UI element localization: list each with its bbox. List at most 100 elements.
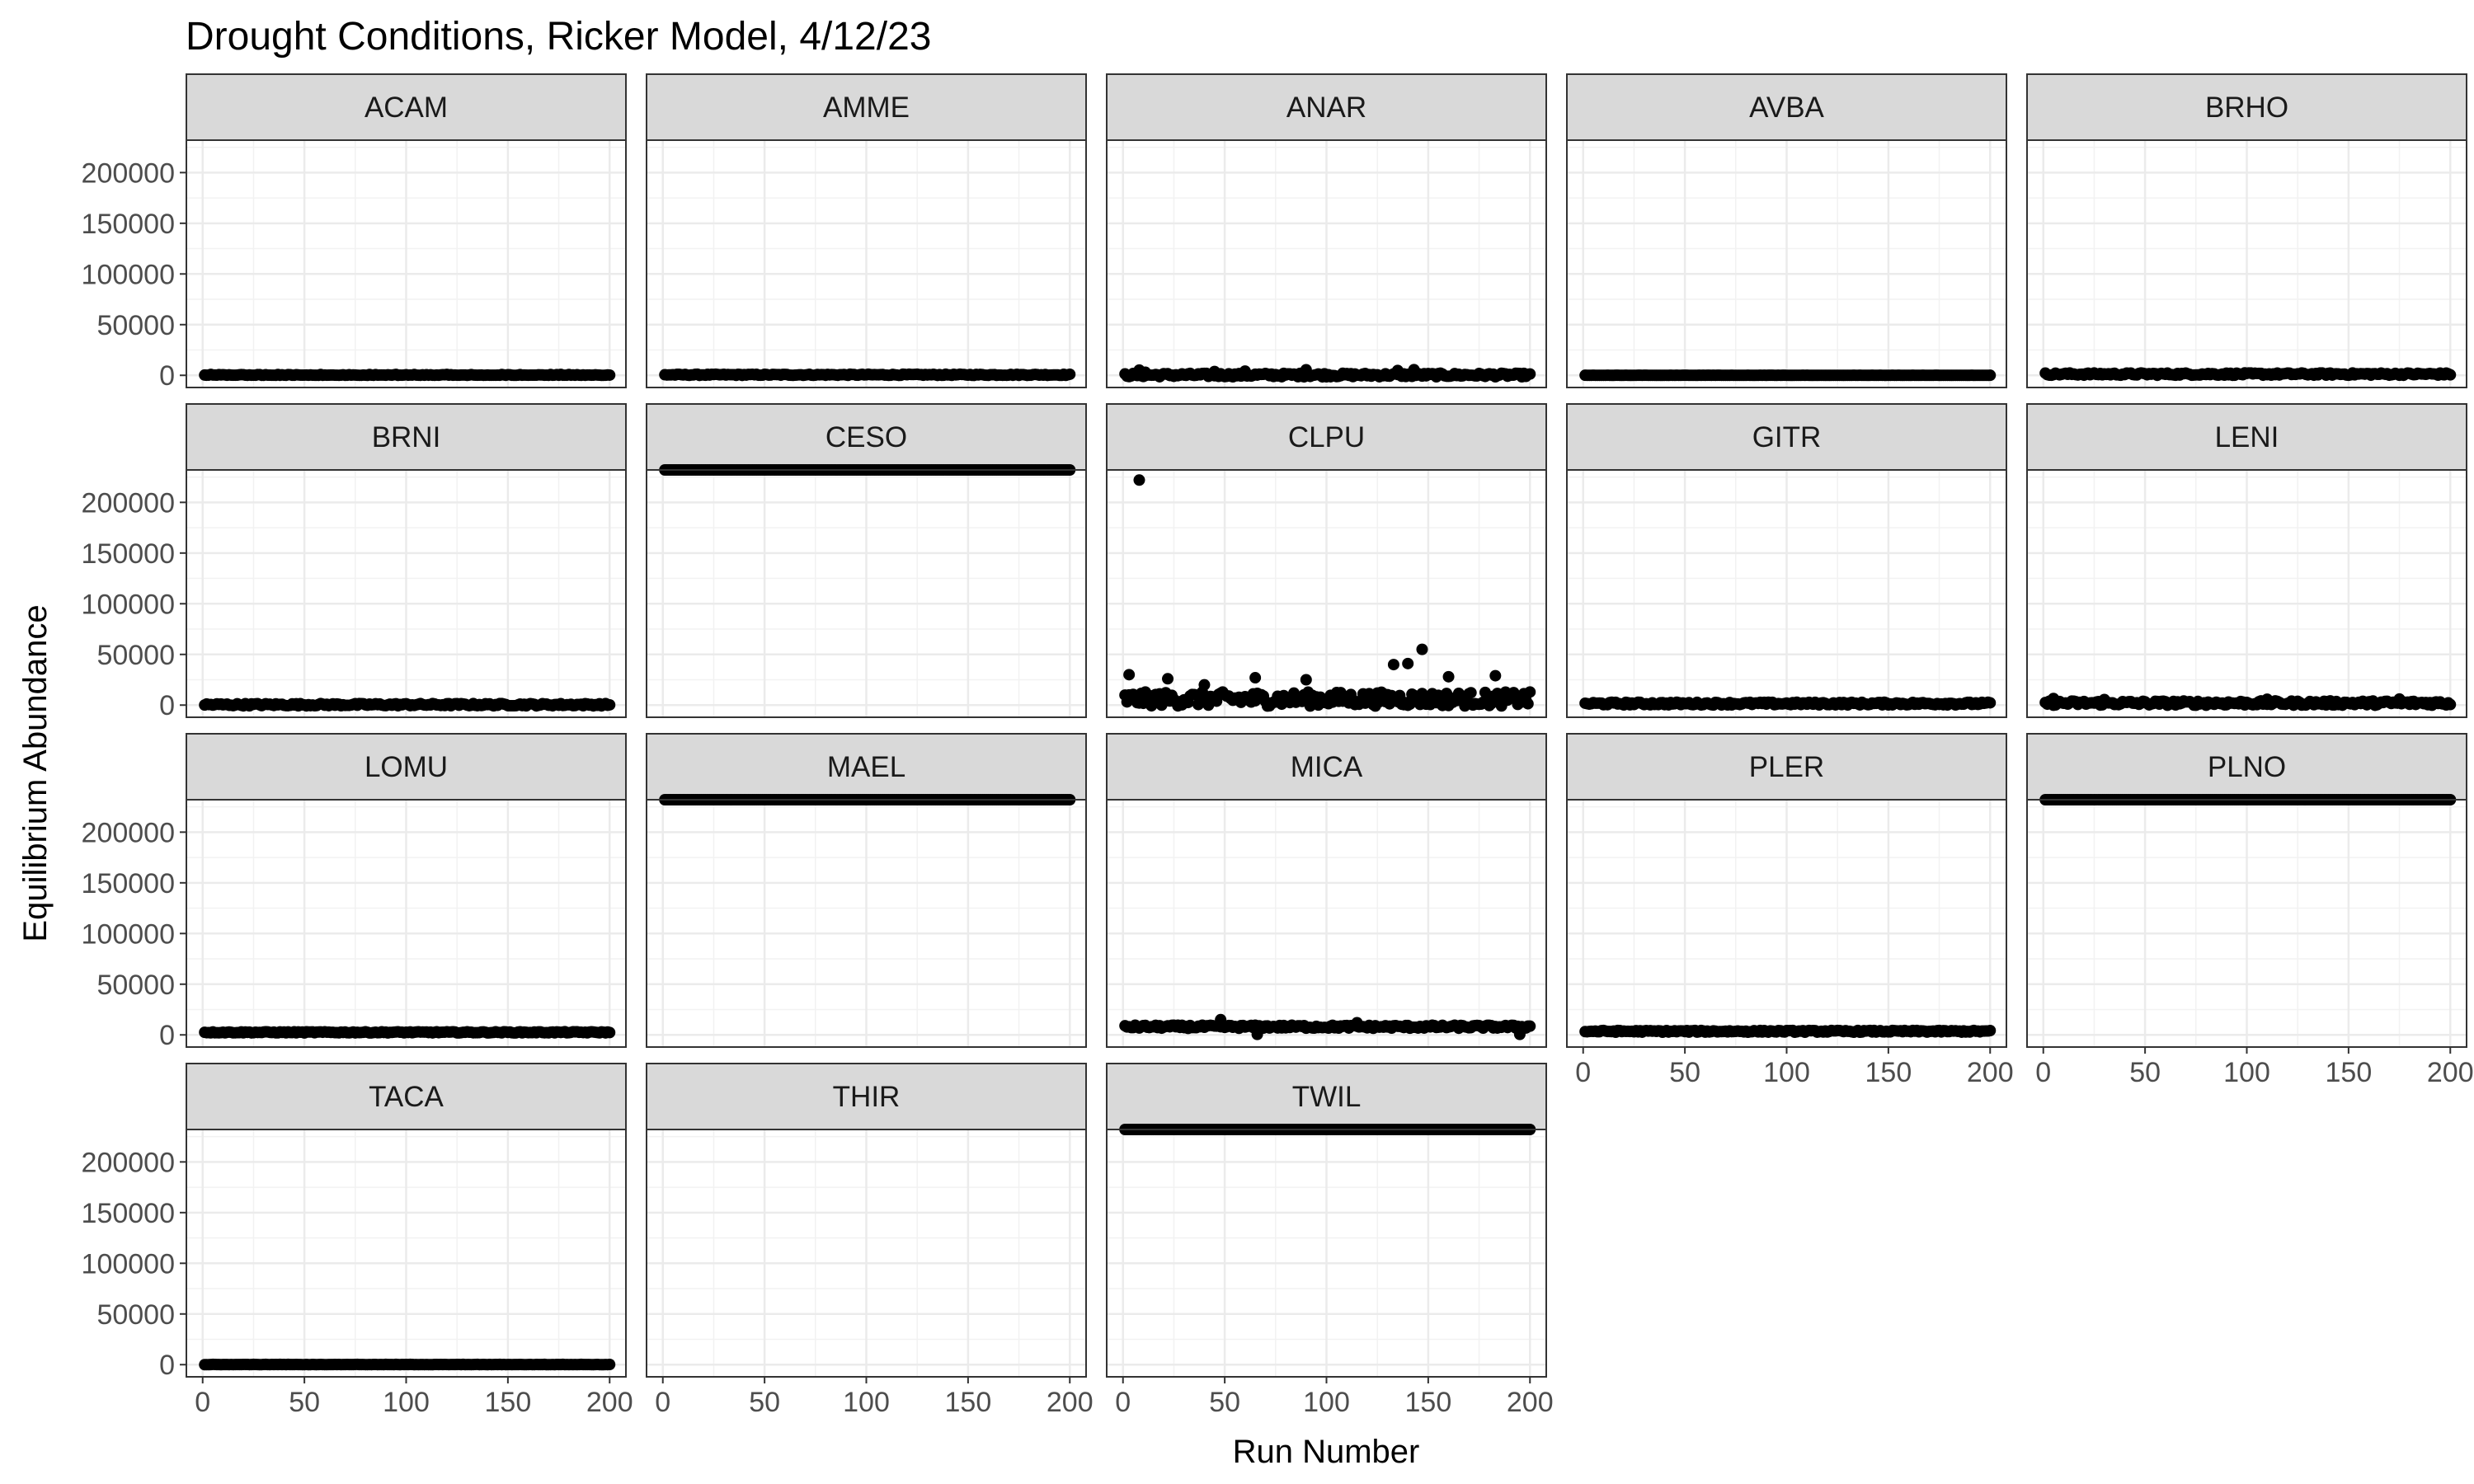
data-point-outlier	[1387, 659, 1399, 671]
panel-twil: TWIL 0 50 100 150 200	[1106, 1063, 1554, 1418]
points-gitr	[1579, 696, 1997, 711]
panel-border	[646, 469, 1087, 718]
strip-label-thir: THIR	[833, 1081, 901, 1113]
strip-acam	[186, 73, 627, 141]
data-point	[1524, 686, 1536, 698]
data-point-outlier	[1249, 672, 1262, 684]
x-tick-label: 0	[1575, 1057, 1591, 1088]
data-point-outlier	[1215, 1013, 1227, 1026]
strip-mica	[1106, 733, 1547, 801]
strip-label-brni: BRNI	[372, 421, 441, 453]
panel-border	[186, 139, 627, 388]
data-point-outlier	[1416, 643, 1428, 655]
data-point	[1524, 368, 1536, 380]
data-point	[604, 1026, 616, 1039]
panel-border	[186, 799, 627, 1048]
points-lomu	[199, 1026, 616, 1039]
panel-thir: THIR 0 50 100 150 200	[646, 1063, 1094, 1418]
points-amme	[659, 368, 1076, 382]
data-point	[2444, 369, 2457, 381]
panel-border	[1566, 139, 2007, 388]
points-brho	[2039, 367, 2457, 382]
panel-lomu: LOMU 0 50000 100000 150000 200000	[82, 733, 627, 1051]
x-tick-label: 0	[2035, 1057, 2051, 1088]
y-tick-label: 0	[159, 360, 175, 392]
y-tick-label: 0	[159, 690, 175, 721]
points-clpu	[1119, 474, 1536, 712]
x-tick-label: 200	[2427, 1057, 2474, 1088]
points-mael	[659, 794, 1076, 805]
x-axis-title: Run Number	[1233, 1434, 1420, 1470]
x-tick-label: 200	[586, 1387, 633, 1418]
y-tick-label: 200000	[82, 1147, 175, 1178]
x-tick-label: 50	[1669, 1057, 1700, 1088]
y-tick-label: 150000	[82, 868, 175, 899]
data-point-outlier	[1162, 673, 1174, 685]
panel-amme: AMME	[646, 73, 1087, 388]
data-point-outlier	[2261, 693, 2274, 706]
data-point-outlier	[1300, 364, 1312, 376]
data-point	[604, 698, 616, 711]
panel-taca: TACA 0 50000 100000 150000 200000 0 50 100 150 200	[82, 1063, 633, 1418]
panel-anar: ANAR	[1106, 73, 1547, 388]
panel-border	[2026, 469, 2467, 718]
strip-label-lomu: LOMU	[365, 751, 448, 783]
x-tick-label: 0	[655, 1387, 670, 1418]
strip-label-pler: PLER	[1749, 751, 1824, 783]
x-tick-label: 50	[2129, 1057, 2161, 1088]
y-tick-label: 200000	[82, 157, 175, 189]
strip-label-gitr: GITR	[1752, 421, 1822, 453]
strip-amme	[646, 73, 1087, 141]
panel-leni: LENI	[2026, 403, 2467, 718]
chart-title: Drought Conditions, Ricker Model, 4/12/2…	[186, 15, 931, 59]
data-point-outlier	[1442, 670, 1455, 683]
panel-plno: PLNO 0 50 100 150 200	[2026, 733, 2474, 1088]
data-point-outlier	[2393, 693, 2406, 705]
y-tick-label: 50000	[96, 640, 175, 671]
points-pler	[1579, 1024, 1997, 1039]
data-point	[1064, 368, 1076, 380]
x-tick-label: 200	[1967, 1057, 2014, 1088]
points-brni	[199, 697, 616, 712]
y-tick-label: 100000	[82, 259, 175, 290]
panel-avba: AVBA	[1566, 73, 2007, 388]
y-tick-label: 200000	[82, 487, 175, 519]
x-tick-label: 200	[1507, 1387, 1554, 1418]
x-tick-label: 150	[2326, 1057, 2373, 1088]
data-point	[1984, 369, 1997, 382]
panel-border	[646, 799, 1087, 1048]
points-taca	[199, 1358, 616, 1371]
strip-label-anar: ANAR	[1286, 92, 1366, 124]
strip-label-brho: BRHO	[2205, 92, 2288, 124]
x-tick-label: 0	[195, 1387, 210, 1418]
x-tick-label: 100	[383, 1387, 430, 1418]
strip-ceso	[646, 403, 1087, 471]
y-tick-label: 50000	[96, 970, 175, 1001]
x-tick-label: 150	[485, 1387, 532, 1418]
data-point	[604, 369, 616, 381]
panel-gitr: GITR	[1566, 403, 2007, 718]
strip-anar	[1106, 73, 1547, 141]
strip-label-mica: MICA	[1291, 751, 1363, 783]
x-tick-label: 100	[843, 1387, 890, 1418]
data-point-outlier	[1139, 366, 1151, 378]
strip-leni	[2026, 403, 2467, 471]
data-point	[1522, 697, 1534, 710]
panel-mica: MICA	[1106, 733, 1547, 1048]
data-point	[1524, 1020, 1536, 1032]
strip-label-acam: ACAM	[365, 92, 448, 124]
strip-label-avba: AVBA	[1749, 92, 1824, 124]
strip-plno	[2026, 733, 2467, 801]
x-tick-label: 50	[1209, 1387, 1240, 1418]
x-tick-label: 50	[289, 1387, 320, 1418]
data-point	[1984, 697, 1997, 709]
panel-pler: PLER 0 50 100 150 200	[1566, 733, 2014, 1088]
points-avba	[1579, 369, 1997, 382]
x-tick-label: 150	[1865, 1057, 1912, 1088]
data-point-outlier	[1489, 669, 1502, 682]
panel-acam: ACAM 0 50000 100000 150000 200000	[82, 73, 627, 392]
panel-mael: MAEL	[646, 733, 1087, 1048]
strip-mael	[646, 733, 1087, 801]
